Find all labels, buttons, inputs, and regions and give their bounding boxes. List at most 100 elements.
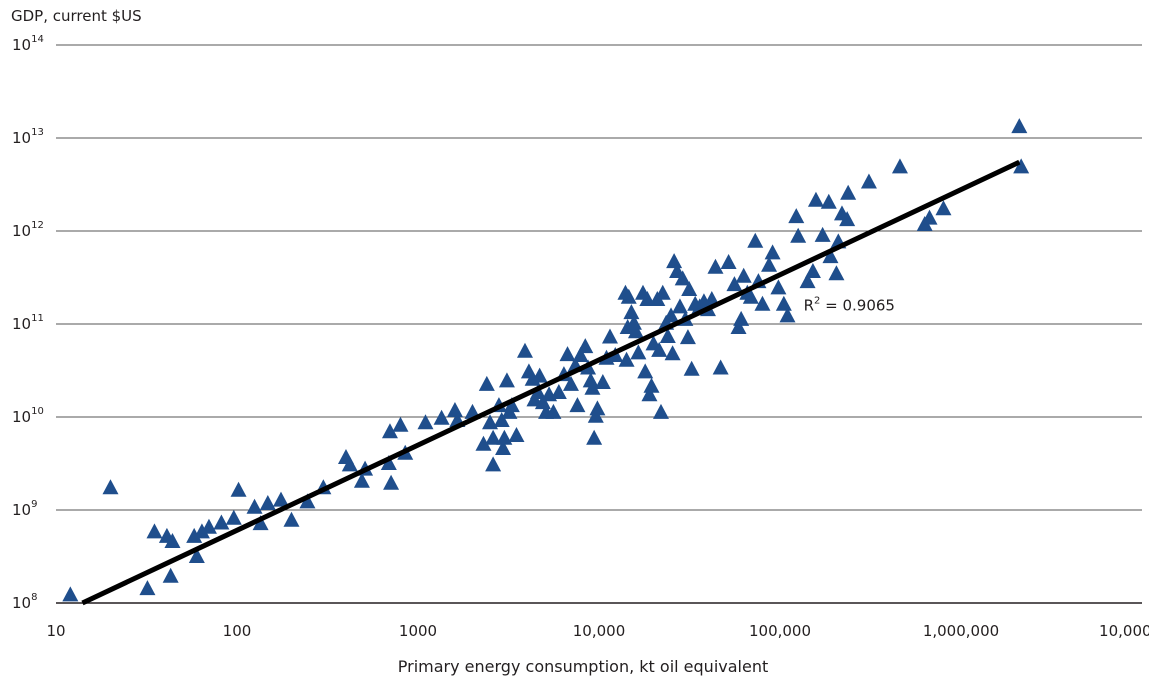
data-point-triangle bbox=[679, 329, 696, 345]
data-point-triangle bbox=[814, 226, 831, 242]
data-point-triangle bbox=[666, 253, 683, 269]
data-point-triangle bbox=[601, 328, 618, 344]
x-tick-label: 1000 bbox=[399, 622, 437, 640]
data-point-triangle bbox=[259, 495, 276, 511]
data-point-triangle bbox=[569, 397, 586, 413]
data-point-triangle bbox=[828, 265, 845, 281]
data-points bbox=[62, 118, 1030, 602]
data-point-triangle bbox=[529, 383, 546, 399]
x-tick-label: 1,000,000 bbox=[923, 622, 999, 640]
data-point-triangle bbox=[799, 273, 816, 289]
x-tick-label: 10,000,000 bbox=[1099, 622, 1149, 640]
data-point-triangle bbox=[935, 200, 952, 216]
data-point-triangle bbox=[62, 586, 79, 602]
data-point-triangle bbox=[637, 363, 654, 379]
x-axis-label: Primary energy consumption, kt oil equiv… bbox=[398, 657, 768, 676]
data-point-triangle bbox=[478, 375, 495, 391]
data-point-triangle bbox=[840, 184, 857, 200]
data-point-triangle bbox=[921, 209, 938, 225]
data-point-triangle bbox=[641, 386, 658, 402]
data-point-triangle bbox=[498, 372, 515, 388]
data-point-triangle bbox=[230, 481, 247, 497]
data-point-triangle bbox=[643, 377, 660, 393]
data-point-triangle bbox=[200, 518, 217, 534]
data-point-triangle bbox=[726, 276, 743, 292]
data-point-triangle bbox=[485, 429, 502, 445]
data-point-triangle bbox=[353, 472, 370, 488]
data-point-triangle bbox=[586, 429, 603, 445]
data-point-triangle bbox=[891, 158, 908, 174]
data-point-triangle bbox=[102, 479, 119, 495]
trend-line bbox=[81, 159, 1021, 606]
y-tick-label: 1014 bbox=[12, 34, 44, 54]
data-point-triangle bbox=[663, 307, 680, 323]
data-point-triangle bbox=[162, 567, 179, 583]
x-tick-label: 10 bbox=[46, 622, 65, 640]
data-point-triangle bbox=[860, 173, 877, 189]
data-point-triangle bbox=[764, 244, 781, 260]
data-point-triangle bbox=[572, 346, 589, 362]
data-point-triangle bbox=[761, 256, 778, 272]
data-point-triangle bbox=[508, 427, 525, 443]
data-point-triangle bbox=[582, 372, 599, 388]
y-tick-label: 1012 bbox=[12, 220, 44, 240]
data-point-triangle bbox=[577, 338, 594, 354]
data-point-triangle bbox=[381, 423, 398, 439]
y-tick-label: 1011 bbox=[12, 313, 44, 333]
x-tick-label: 100,000 bbox=[749, 622, 811, 640]
data-point-triangle bbox=[446, 402, 463, 418]
data-point-triangle bbox=[627, 323, 644, 339]
data-point-triangle bbox=[754, 295, 771, 311]
data-point-triangle bbox=[589, 400, 606, 416]
data-point-triangle bbox=[742, 288, 759, 304]
r-squared-annotation: R2 = 0.9065 bbox=[804, 295, 895, 314]
data-point-triangle bbox=[186, 527, 203, 543]
data-point-triangle bbox=[804, 262, 821, 278]
data-point-triangle bbox=[770, 279, 787, 295]
data-point-triangle bbox=[620, 288, 637, 304]
data-point-triangle bbox=[664, 345, 681, 361]
y-tick-label: 1013 bbox=[12, 127, 44, 147]
data-point-triangle bbox=[559, 346, 576, 362]
data-point-triangle bbox=[683, 360, 700, 376]
data-point-triangle bbox=[630, 344, 647, 360]
data-point-triangle bbox=[671, 298, 688, 314]
data-point-triangle bbox=[584, 379, 601, 395]
data-point-triangle bbox=[188, 548, 205, 564]
y-tick-label: 108 bbox=[12, 592, 37, 612]
data-point-triangle bbox=[139, 580, 156, 596]
x-tick-labels: 10 100 1000 10,000 100,000 1,000,000 10,000,00… bbox=[46, 622, 1149, 640]
x-tick-label: 100 bbox=[223, 622, 252, 640]
data-point-triangle bbox=[495, 439, 512, 455]
data-point-triangle bbox=[482, 414, 499, 430]
data-point-triangle bbox=[735, 267, 752, 283]
data-point-triangle bbox=[493, 411, 510, 427]
gridlines bbox=[56, 44, 1142, 604]
data-point-triangle bbox=[193, 523, 210, 539]
data-point-triangle bbox=[516, 342, 533, 358]
data-point-triangle bbox=[651, 341, 668, 357]
data-point-triangle bbox=[1013, 158, 1030, 174]
data-point-triangle bbox=[779, 307, 796, 323]
data-point-triangle bbox=[503, 397, 520, 413]
data-point-triangle bbox=[531, 367, 548, 383]
data-point-triangle bbox=[1011, 118, 1028, 134]
data-point-triangle bbox=[417, 414, 434, 430]
y-tick-labels: 108 109 1010 1011 1012 1013 1014 bbox=[12, 34, 44, 612]
data-point-triangle bbox=[619, 318, 636, 334]
data-point-triangle bbox=[283, 511, 300, 527]
data-point-triangle bbox=[299, 493, 316, 509]
data-point-triangle bbox=[807, 191, 824, 207]
data-point-triangle bbox=[594, 374, 611, 390]
data-point-triangle bbox=[707, 258, 724, 274]
data-point-triangle bbox=[659, 327, 676, 343]
data-point-triangle bbox=[433, 409, 450, 425]
data-point-triangle bbox=[618, 351, 635, 367]
data-point-triangle bbox=[820, 193, 837, 209]
data-point-triangle bbox=[839, 211, 856, 227]
data-point-triangle bbox=[654, 284, 671, 300]
data-point-triangle bbox=[252, 515, 269, 531]
y-axis-label: GDP, current $US bbox=[11, 7, 142, 25]
data-point-triangle bbox=[380, 455, 397, 471]
